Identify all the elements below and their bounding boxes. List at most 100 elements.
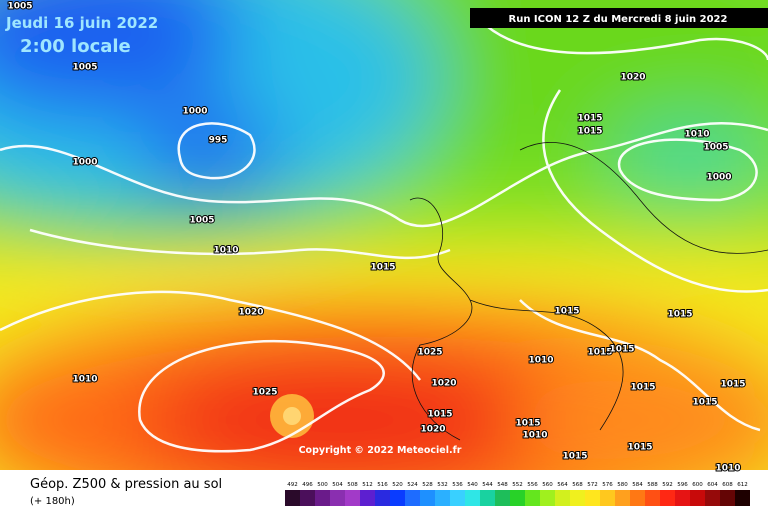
legend-label: 492	[287, 482, 298, 488]
legend-label: 604	[707, 482, 718, 488]
legend-label: 516	[377, 482, 388, 488]
legend-label: 608	[722, 482, 733, 488]
isobar-label: 1010	[684, 130, 709, 140]
run-box	[470, 8, 768, 28]
legend-swatch	[300, 490, 315, 506]
legend-swatch	[360, 490, 375, 506]
legend-swatch	[645, 490, 660, 506]
legend-label: 572	[587, 482, 598, 488]
isobar-label: 1020	[620, 73, 645, 83]
time: 2:00 locale	[20, 36, 131, 57]
legend-swatch	[570, 490, 585, 506]
isobar-label: 1025	[417, 348, 442, 358]
isobar-label: 1005	[703, 143, 728, 153]
legend-label: 564	[557, 482, 568, 488]
isobar-label: 1015	[515, 419, 540, 429]
legend-label: 592	[662, 482, 673, 488]
isobar-label: 1025	[252, 388, 277, 398]
isobar-label: 1015	[577, 127, 602, 137]
legend-swatch	[615, 490, 630, 506]
legend-swatch	[660, 490, 675, 506]
legend-swatch	[540, 490, 555, 506]
legend-swatch	[405, 490, 420, 506]
legend-label: 600	[692, 482, 703, 488]
legend-label: 548	[497, 482, 508, 488]
legend-label: 528	[422, 482, 433, 488]
legend-label: 588	[647, 482, 658, 488]
isobar-label: 1015	[667, 310, 692, 320]
isobar-label: 1020	[431, 379, 456, 389]
legend-swatch	[555, 490, 570, 506]
isobar-label: 1015	[554, 307, 579, 317]
legend-swatch	[720, 490, 735, 506]
legend-swatch	[585, 490, 600, 506]
footer-lead: (+ 180h)	[30, 496, 75, 507]
isobar-label: 1010	[715, 464, 740, 474]
legend-swatch	[495, 490, 510, 506]
isobar-label: 1010	[528, 356, 553, 366]
legend-swatch	[465, 490, 480, 506]
isobar-label: 1000	[72, 158, 97, 168]
legend-label: 552	[512, 482, 523, 488]
legend-swatch	[390, 490, 405, 506]
legend-label: 512	[362, 482, 373, 488]
legend-swatch	[450, 490, 465, 506]
run-info: Run ICON 12 Z du Mercredi 8 juin 2022	[509, 14, 728, 25]
isobar-label: 1005	[189, 216, 214, 226]
isobar-label: 1010	[213, 246, 238, 256]
isobar-label: 1015	[562, 452, 587, 462]
legend-swatch	[630, 490, 645, 506]
legend-swatch	[420, 490, 435, 506]
footer-title: Géop. Z500 & pression au sol	[30, 477, 222, 492]
legend-swatch	[675, 490, 690, 506]
isobar-label: 1020	[420, 425, 445, 435]
isobar-label: 1015	[720, 380, 745, 390]
legend-label: 540	[467, 482, 478, 488]
legend-label: 584	[632, 482, 643, 488]
legend-label: 500	[317, 482, 328, 488]
isobar-label: 1000	[182, 107, 207, 117]
isobar-label: 995	[209, 136, 228, 146]
isobar-label: 1005	[7, 2, 32, 12]
isobar-label: 1015	[630, 383, 655, 393]
legend-swatch	[705, 490, 720, 506]
legend-label: 612	[737, 482, 748, 488]
isobar-label: 1020	[238, 308, 263, 318]
copyright: Copyright © 2022 Meteociel.fr	[299, 445, 462, 456]
legend-label: 560	[542, 482, 553, 488]
legend-swatch	[525, 490, 540, 506]
legend-label: 544	[482, 482, 493, 488]
legend-label: 576	[602, 482, 613, 488]
legend-swatch	[510, 490, 525, 506]
isobar-label: 1015	[587, 348, 612, 358]
isobar-label: 1005	[72, 63, 97, 73]
isobar-label: 1015	[609, 345, 634, 355]
legend-label: 496	[302, 482, 313, 488]
legend-swatch	[345, 490, 360, 506]
legend-swatch	[285, 490, 300, 506]
legend-label: 532	[437, 482, 448, 488]
legend-label: 536	[452, 482, 463, 488]
isobar-label: 1000	[706, 173, 731, 183]
legend-swatch	[735, 490, 750, 506]
legend-label: 508	[347, 482, 358, 488]
isobar-label: 1015	[577, 114, 602, 124]
legend-swatch	[600, 490, 615, 506]
legend-label: 524	[407, 482, 418, 488]
legend-label: 520	[392, 482, 403, 488]
legend-swatch	[315, 490, 330, 506]
isobar-label: 1010	[72, 375, 97, 385]
isobar-label: 1010	[522, 431, 547, 441]
legend-swatch	[690, 490, 705, 506]
isobar-label: 1015	[692, 398, 717, 408]
date: Jeudi 16 juin 2022	[5, 14, 158, 32]
legend-label: 568	[572, 482, 583, 488]
legend-label: 596	[677, 482, 688, 488]
legend-swatch	[435, 490, 450, 506]
legend-swatch	[330, 490, 345, 506]
legend-label: 504	[332, 482, 343, 488]
legend-swatch	[375, 490, 390, 506]
isobar-label: 1015	[427, 410, 452, 420]
